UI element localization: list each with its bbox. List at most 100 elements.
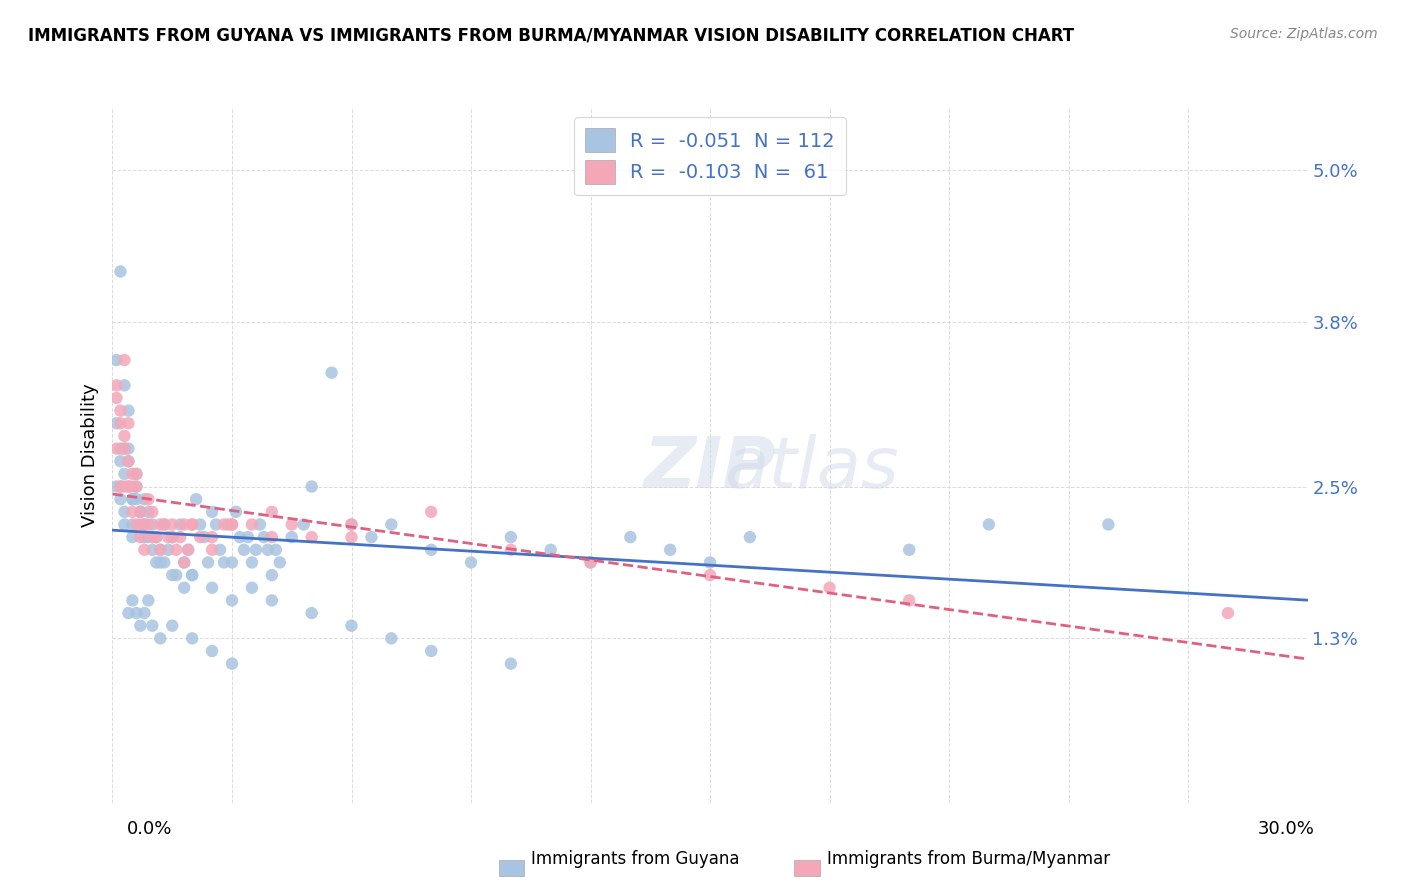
Text: 0.0%: 0.0% xyxy=(127,820,172,838)
Point xyxy=(149,542,172,557)
Text: Immigrants from Guyana: Immigrants from Guyana xyxy=(531,850,740,868)
Point xyxy=(129,530,152,544)
Text: 30.0%: 30.0% xyxy=(1258,820,1315,838)
Point xyxy=(977,517,1000,532)
Point xyxy=(125,606,148,620)
Point xyxy=(105,417,128,431)
Point xyxy=(898,593,921,607)
Point xyxy=(114,429,135,443)
Point xyxy=(181,568,204,582)
Point xyxy=(281,530,304,544)
Point xyxy=(121,492,143,507)
Point xyxy=(177,542,200,557)
Point xyxy=(117,442,139,456)
Point xyxy=(125,479,148,493)
Point xyxy=(260,505,283,519)
Point xyxy=(173,581,195,595)
Point xyxy=(134,517,156,532)
Point xyxy=(257,542,280,557)
Point xyxy=(134,492,156,507)
Point xyxy=(188,530,211,544)
Text: Immigrants from Burma/Myanmar: Immigrants from Burma/Myanmar xyxy=(827,850,1109,868)
Point xyxy=(221,593,243,607)
Point xyxy=(121,505,143,519)
Point xyxy=(499,657,522,671)
Point xyxy=(125,479,148,493)
Point xyxy=(193,530,215,544)
Point xyxy=(129,517,152,532)
Point xyxy=(221,517,243,532)
Point xyxy=(186,492,208,507)
Point xyxy=(260,593,283,607)
Point xyxy=(114,517,135,532)
Point xyxy=(117,417,139,431)
Point xyxy=(105,353,128,368)
Point xyxy=(117,479,139,493)
Point xyxy=(129,618,152,632)
Point xyxy=(162,618,183,632)
Point xyxy=(173,556,195,570)
Point xyxy=(125,467,148,481)
Point xyxy=(114,378,135,392)
Point xyxy=(420,644,443,658)
Point xyxy=(201,542,224,557)
Point xyxy=(420,505,443,519)
Point xyxy=(240,556,263,570)
Point xyxy=(1097,517,1119,532)
Point xyxy=(340,618,363,632)
Point xyxy=(110,417,132,431)
Point xyxy=(138,530,160,544)
Point xyxy=(117,454,139,468)
Point xyxy=(209,542,232,557)
Point xyxy=(281,517,304,532)
Y-axis label: Vision Disability: Vision Disability xyxy=(80,383,98,527)
Point xyxy=(181,632,204,646)
Point xyxy=(110,492,132,507)
Point xyxy=(699,568,721,582)
Point xyxy=(121,492,143,507)
Point xyxy=(121,530,143,544)
Point xyxy=(340,530,363,544)
Point xyxy=(321,366,343,380)
Point xyxy=(125,467,148,481)
Point xyxy=(301,606,323,620)
Point xyxy=(212,556,235,570)
Point xyxy=(221,556,243,570)
Point xyxy=(499,542,522,557)
Point xyxy=(292,517,315,532)
Point xyxy=(114,505,135,519)
Point xyxy=(181,517,204,532)
Point xyxy=(110,442,132,456)
Point xyxy=(240,517,263,532)
Point xyxy=(138,492,160,507)
Point xyxy=(114,442,135,456)
Text: ZIP: ZIP xyxy=(644,434,776,503)
Point xyxy=(699,556,721,570)
Point xyxy=(110,403,132,417)
Point xyxy=(162,568,183,582)
Point xyxy=(138,505,160,519)
Point xyxy=(181,517,204,532)
Point xyxy=(169,530,191,544)
Point xyxy=(579,556,602,570)
Point xyxy=(229,530,252,544)
Point xyxy=(145,556,167,570)
Point xyxy=(149,517,172,532)
Point xyxy=(141,505,163,519)
Point xyxy=(169,517,191,532)
Point xyxy=(125,517,148,532)
Point xyxy=(540,542,562,557)
Point xyxy=(579,556,602,570)
Point xyxy=(420,542,443,557)
Point xyxy=(260,530,283,544)
Point xyxy=(165,542,187,557)
Point xyxy=(105,378,128,392)
Point xyxy=(141,618,163,632)
Point xyxy=(114,479,135,493)
Point xyxy=(201,581,224,595)
Point xyxy=(114,353,135,368)
Point xyxy=(380,632,402,646)
Point xyxy=(117,606,139,620)
Point xyxy=(177,542,200,557)
Point xyxy=(105,479,128,493)
